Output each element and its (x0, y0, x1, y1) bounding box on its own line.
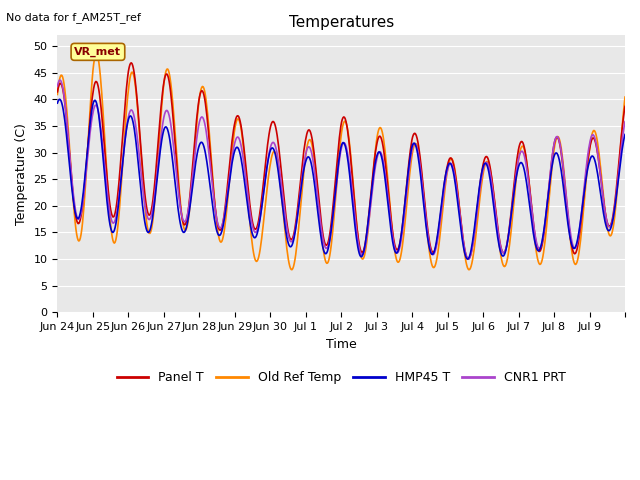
Panel T (433, 241, 440, 247)
Line: HMP45 T: HMP45 T (58, 99, 625, 259)
CNR1 PRT (225, 177, 233, 183)
CNR1 PRT (401, 211, 408, 217)
Text: No data for f_AM25T_ref: No data for f_AM25T_ref (6, 12, 141, 23)
Old Ref Temp (275, 167, 282, 173)
CNR1 PRT (121, 139, 129, 145)
Panel T (275, 144, 282, 150)
Old Ref Temp (433, 259, 440, 264)
Line: Panel T: Panel T (58, 63, 625, 259)
Panel T (253, 224, 261, 229)
CNR1 PRT (56, 77, 63, 83)
Legend: Panel T, Old Ref Temp, HMP45 T, CNR1 PRT: Panel T, Old Ref Temp, HMP45 T, CNR1 PRT (112, 366, 570, 389)
Old Ref Temp (253, 258, 261, 264)
CNR1 PRT (433, 244, 440, 250)
CNR1 PRT (621, 119, 629, 124)
Old Ref Temp (121, 130, 129, 136)
CNR1 PRT (253, 228, 261, 233)
HMP45 T (621, 132, 629, 137)
Text: VR_met: VR_met (74, 47, 122, 57)
CNR1 PRT (275, 160, 282, 166)
X-axis label: Time: Time (326, 337, 356, 351)
Y-axis label: Temperature (C): Temperature (C) (15, 123, 28, 225)
HMP45 T (275, 172, 282, 178)
Old Ref Temp (621, 94, 629, 100)
Panel T (225, 166, 233, 172)
Title: Temperatures: Temperatures (289, 15, 394, 30)
Old Ref Temp (54, 92, 61, 97)
HMP45 T (253, 230, 261, 236)
Old Ref Temp (401, 225, 408, 230)
CNR1 PRT (54, 84, 61, 89)
Panel T (464, 256, 472, 262)
HMP45 T (433, 240, 440, 246)
HMP45 T (121, 140, 129, 145)
Panel T (127, 60, 135, 66)
HMP45 T (56, 96, 63, 102)
HMP45 T (401, 204, 408, 210)
Old Ref Temp (465, 267, 473, 273)
Old Ref Temp (225, 181, 233, 187)
Panel T (621, 104, 629, 109)
Panel T (401, 204, 408, 210)
Line: Old Ref Temp: Old Ref Temp (58, 54, 625, 270)
Panel T (120, 114, 128, 120)
HMP45 T (463, 256, 471, 262)
Panel T (54, 89, 61, 95)
Line: CNR1 PRT: CNR1 PRT (58, 80, 625, 259)
HMP45 T (225, 181, 233, 187)
CNR1 PRT (464, 256, 472, 262)
Old Ref Temp (93, 51, 100, 57)
HMP45 T (54, 100, 61, 106)
